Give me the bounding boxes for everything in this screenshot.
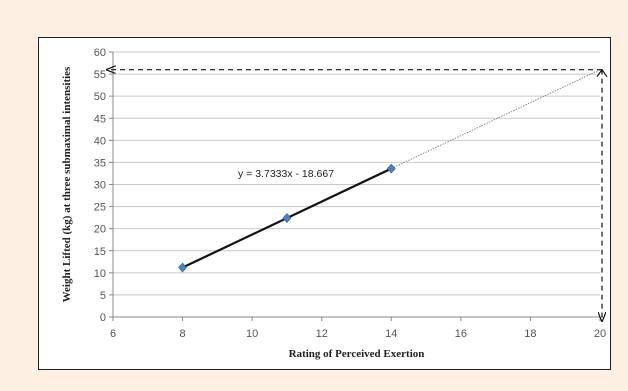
x-tick-label: 16 — [455, 328, 467, 340]
y-tick-label: 30 — [94, 180, 106, 192]
y-tick-label: 20 — [94, 224, 106, 236]
y-tick-label: 55 — [94, 69, 106, 81]
x-axis-title: Rating of Perceived Exertion — [289, 348, 425, 360]
x-tick-label: 10 — [246, 328, 258, 340]
y-tick-label: 25 — [94, 202, 106, 214]
x-tick-label: 8 — [180, 328, 186, 340]
y-tick-label: 60 — [94, 47, 106, 59]
y-tick-label: 10 — [94, 268, 106, 280]
x-tick-label: 12 — [316, 328, 328, 340]
x-tick-label: 18 — [524, 328, 536, 340]
y-tick-label: 50 — [94, 91, 106, 103]
projection-corner-arrowhead — [596, 68, 608, 78]
data-point — [386, 163, 396, 174]
y-tick-label: 40 — [94, 135, 106, 147]
label-layer: y = 3.7333x - 18.667 Rating of Perceived… — [61, 47, 606, 360]
axis-layer — [109, 51, 601, 321]
point-layer — [178, 163, 396, 273]
x-tick-label: 6 — [110, 328, 116, 340]
trendline-equation-label: y = 3.7333x - 18.667 — [238, 168, 334, 180]
y-tick-label: 35 — [94, 157, 106, 169]
y-tick-label: 0 — [100, 312, 106, 324]
trendline-extension — [391, 69, 601, 170]
chart-frame — [38, 37, 611, 370]
data-point — [282, 213, 292, 224]
y-tick-label: 15 — [94, 246, 106, 258]
y-tick-label: 45 — [94, 113, 106, 125]
y-tick-label: 5 — [100, 290, 106, 302]
x-tick-label: 14 — [385, 328, 397, 340]
line-layer — [107, 68, 608, 321]
data-point — [178, 262, 187, 273]
y-axis-title: Weight Lifted (kg) at three submaximal i… — [61, 66, 73, 302]
x-tick-label: 20 — [594, 328, 606, 340]
